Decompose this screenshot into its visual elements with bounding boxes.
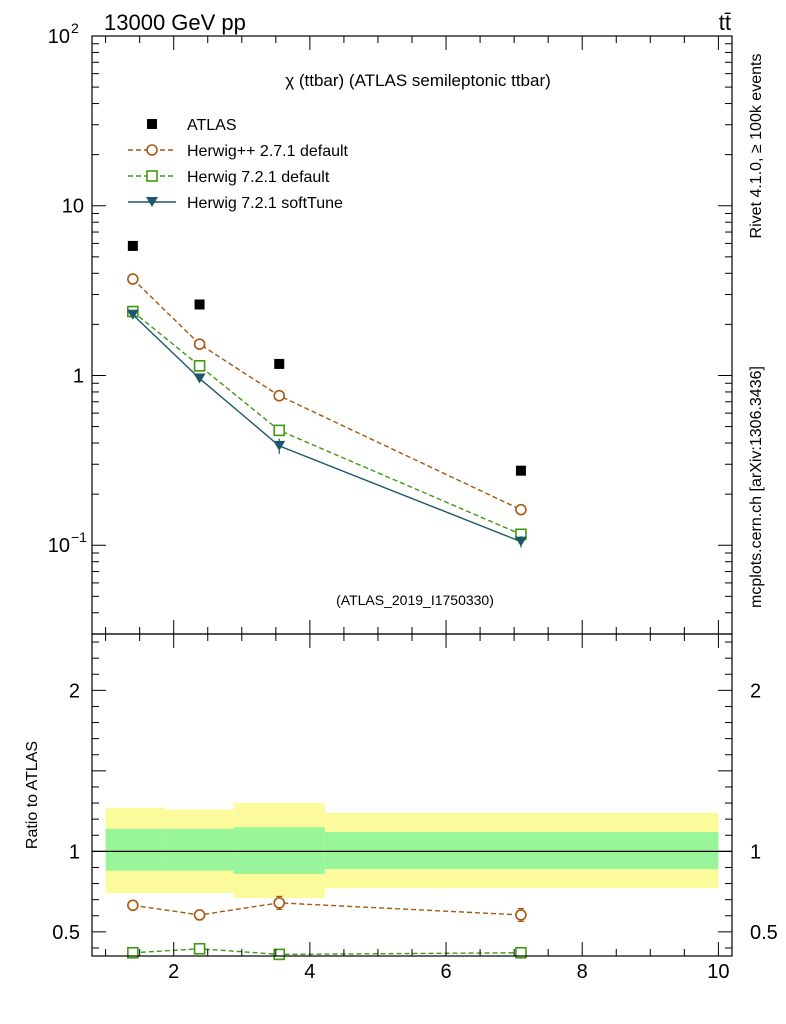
herwig-2-7-1-default-line	[132, 278, 522, 511]
ratio-panel: 2 2 1 1 0.5 0.5 2 4 6 8 10 Ratio to ATLAS	[24, 633, 778, 983]
herwig-7-2-1-softtune-point	[273, 440, 286, 451]
uncertainty-band-inner	[105, 828, 166, 871]
legend-marker	[147, 119, 157, 129]
herwig-7-2-1-default-point	[193, 360, 206, 372]
ratio-y-tick-label-right: 1	[750, 841, 761, 863]
ratio-y-tick-label: 0.5	[52, 922, 80, 944]
herwig-7-2-1-default-ratio-point	[273, 948, 286, 961]
main-title: χ (ttbar) (ATLAS semileptonic ttbar)	[285, 71, 551, 90]
herwig-2-7-1-default-ratio-point	[127, 899, 139, 912]
analysis-id-label: (ATLAS_2019_I1750330)	[336, 592, 494, 608]
herwig-7-2-1-default-ratio-point	[515, 946, 527, 959]
herwig-2-7-1-default-point	[273, 389, 286, 402]
ratio-y-tick-label: 1	[69, 841, 80, 863]
herwig-2-7-1-default-ratio-line	[132, 902, 521, 916]
rivet-version-label: Rivet 4.1.0, ≥ 100k events	[748, 54, 765, 239]
legend-item-herwig-7-2-1-softtune: Herwig 7.2.1 softTune	[128, 195, 343, 212]
ratio-y-tick-label-right: 2	[750, 680, 761, 702]
herwig-2-7-1-default-ratio-point	[273, 897, 286, 909]
herwig-7-2-1-default-ratio-point	[193, 942, 206, 955]
y-tick-exponent: 2	[71, 20, 79, 36]
herwig-2-7-1-default-ratio-point	[515, 909, 527, 921]
x-tick-label: 2	[168, 961, 179, 983]
ratio-plot-frame	[91, 633, 733, 957]
y-tick-label: 1	[73, 365, 84, 387]
energy-label: 13000 GeV pp	[104, 10, 246, 35]
legend-item-herwig-7-2-1-default: Herwig 7.2.1 default	[128, 169, 330, 186]
legend-item-atlas: ATLAS	[147, 117, 237, 134]
legend-label: Herwig 7.2.1 softTune	[187, 195, 343, 212]
herwig-7-2-1-default-ratio-line	[132, 948, 521, 956]
legend-item-herwig-2-7-1-default: Herwig++ 2.7.1 default	[128, 143, 349, 160]
herwig-7-2-1-default-line	[132, 311, 522, 535]
atlas-point	[274, 358, 285, 369]
legend-label: ATLAS	[187, 117, 237, 134]
herwig-7-2-1-softtune-point	[126, 309, 139, 320]
ratio-y-tick-label: 2	[69, 680, 80, 702]
x-tick-label: 6	[440, 961, 451, 983]
y-tick-exponent: −1	[71, 529, 87, 545]
legend-marker	[146, 197, 158, 207]
legend: ATLAS Herwig++ 2.7.1 default Herwig 7.2.1 …	[128, 117, 349, 212]
legend-label: Herwig 7.2.1 default	[187, 169, 330, 186]
herwig-2-7-1-default-point	[127, 273, 139, 285]
uncertainty-band-inner	[233, 827, 325, 874]
y-tick-label: 10	[48, 26, 70, 48]
herwig-7-2-1-default-point	[273, 424, 286, 437]
herwig-2-7-1-default-ratio-point	[193, 909, 206, 921]
herwig-2-7-1-default-point	[193, 338, 206, 350]
mcplots-label: mcplots.cern.ch [arXiv:1306.3436]	[748, 366, 765, 608]
uncertainty-band-inner	[165, 828, 234, 871]
process-label: tt̄	[719, 10, 731, 35]
herwig-7-2-1-default-ratio-point	[127, 946, 139, 959]
x-tick-label: 10	[707, 961, 729, 983]
legend-label: Herwig++ 2.7.1 default	[187, 143, 349, 160]
ratio-y-tick-label-right: 0.5	[750, 922, 778, 944]
herwig-7-2-1-softtune-point	[514, 536, 527, 547]
legend-marker	[146, 144, 158, 156]
y-tick-label: 10	[48, 535, 70, 557]
herwig-7-2-1-softtune-line	[132, 314, 522, 543]
legend-marker	[146, 170, 158, 182]
atlas-point	[194, 299, 205, 310]
atlas-point	[515, 465, 526, 476]
ratio-ylabel: Ratio to ATLAS	[24, 741, 41, 849]
atlas-point	[127, 240, 138, 251]
herwig-2-7-1-default-point	[515, 503, 527, 516]
x-tick-label: 4	[304, 961, 315, 983]
uncertainty-band-inner	[324, 832, 719, 870]
y-tick-label: 10	[62, 196, 84, 218]
herwig-7-2-1-softtune-point	[193, 373, 206, 384]
x-tick-label: 8	[577, 961, 588, 983]
